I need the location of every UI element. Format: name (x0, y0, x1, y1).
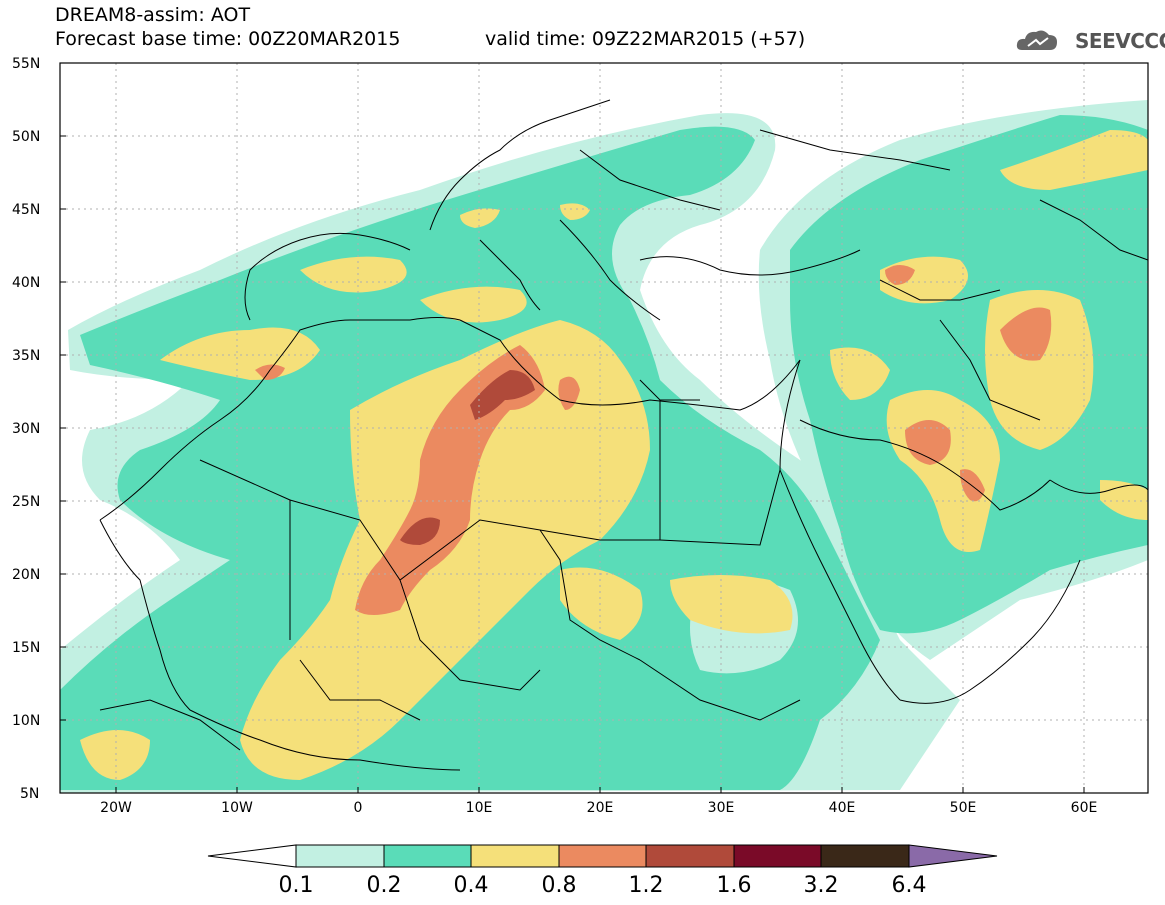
colorbar-swatch (820, 844, 910, 868)
colorbar-label: 0.4 (454, 873, 489, 898)
colorbar-swatch (295, 844, 385, 868)
lon-label: 0 (354, 800, 363, 816)
forecast-base-time: Forecast base time: 00Z20MAR2015 (55, 28, 401, 50)
lat-label: 15N (12, 640, 40, 656)
lat-label: 40N (12, 275, 40, 291)
colorbar-label: 0.2 (367, 873, 402, 898)
cloud-icon (1016, 30, 1057, 50)
colorbar-swatch (645, 844, 735, 868)
lon-label: 50E (950, 800, 977, 816)
colorbar: 0.1 0.2 0.4 0.8 1.2 1.6 3.2 6.4 (207, 844, 998, 898)
map-title: DREAM8-assim: AOT (55, 4, 251, 26)
lon-label: 30E (708, 800, 735, 816)
lon-label: 10E (466, 800, 493, 816)
colorbar-label: 0.8 (542, 873, 577, 898)
lon-labels: 20W 10W 0 10E 20E 30E 40E 50E 60E (100, 800, 1097, 816)
colorbar-swatch (383, 844, 472, 868)
lat-label: 30N (12, 421, 40, 437)
colorbar-swatch (470, 844, 560, 868)
colorbar-over-arrow (908, 844, 998, 868)
colorbar-label: 0.1 (279, 873, 314, 898)
aot-fields (60, 63, 1148, 793)
graticule (60, 63, 1148, 793)
lon-label: 40E (829, 800, 856, 816)
coastlines (99, 99, 1148, 771)
lat-label: 50N (12, 129, 40, 145)
lat-labels: 55N 50N 45N 40N 35N 30N 25N 20N 15N 10N … (12, 56, 40, 802)
lat-label: 25N (12, 494, 40, 510)
valid-time: valid time: 09Z22MAR2015 (+57) (485, 28, 806, 50)
lat-label: 35N (12, 348, 40, 364)
tick-marks (60, 62, 1085, 794)
lon-label: 20E (587, 800, 614, 816)
colorbar-label: 1.6 (717, 873, 752, 898)
logo-text: SEEVCCC (1075, 29, 1165, 53)
lat-label: 45N (12, 202, 40, 218)
colorbar-label: 6.4 (892, 873, 927, 898)
lat-label: 55N (12, 56, 40, 72)
lon-label: 20W (100, 800, 132, 816)
lon-label: 10W (221, 800, 253, 816)
colorbar-swatch (733, 844, 822, 868)
lat-label: 20N (12, 567, 40, 583)
lat-label: 5N (20, 786, 39, 802)
aot-band-0.8 (255, 265, 1052, 615)
colorbar-swatch (558, 844, 647, 868)
colorbar-label: 3.2 (804, 873, 839, 898)
lat-label: 10N (12, 713, 40, 729)
aot-band-1.2 (400, 370, 535, 545)
colorbar-label: 1.2 (629, 873, 664, 898)
lon-label: 60E (1071, 800, 1098, 816)
colorbar-under-arrow (207, 844, 297, 868)
